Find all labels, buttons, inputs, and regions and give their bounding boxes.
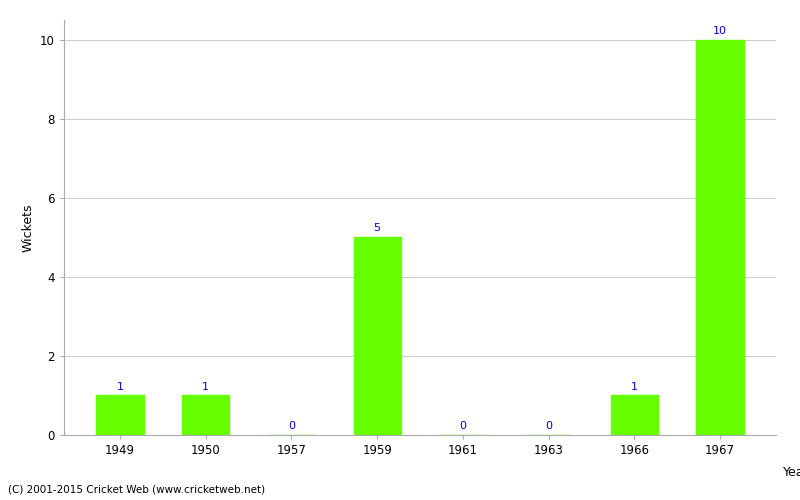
Text: 0: 0 [545, 421, 552, 431]
Text: 0: 0 [459, 421, 466, 431]
Text: 5: 5 [374, 224, 381, 234]
Bar [697, 40, 744, 435]
Text: (C) 2001-2015 Cricket Web (www.cricketweb.net): (C) 2001-2015 Cricket Web (www.cricketwe… [8, 485, 265, 495]
Text: 1: 1 [117, 382, 123, 392]
Bar [354, 238, 401, 435]
Y-axis label: Wickets: Wickets [22, 203, 34, 252]
Text: 10: 10 [713, 26, 727, 36]
Text: 1: 1 [202, 382, 209, 392]
Bar [182, 396, 230, 435]
Bar [610, 396, 658, 435]
Text: 1: 1 [631, 382, 638, 392]
Text: 0: 0 [288, 421, 295, 431]
Bar [96, 396, 143, 435]
Text: Year: Year [783, 466, 800, 478]
